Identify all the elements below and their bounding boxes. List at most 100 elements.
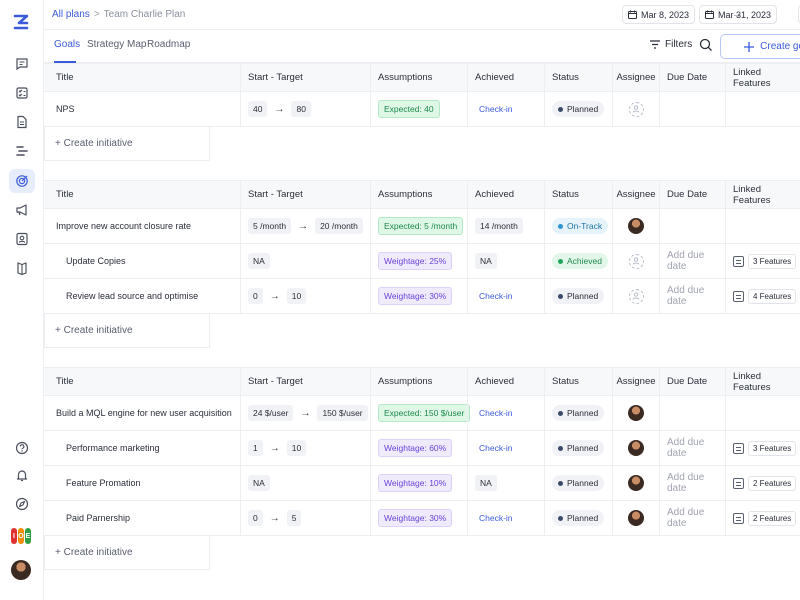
linked-features-cell[interactable]: 2 Features <box>725 501 800 535</box>
due-date-cell[interactable]: Add due date <box>659 279 725 313</box>
features-count[interactable]: 3 Features <box>748 440 797 456</box>
linked-features-cell[interactable] <box>725 209 800 243</box>
sidebar-item-messages[interactable] <box>9 52 35 76</box>
due-date-cell[interactable]: Add due date <box>659 431 725 465</box>
assumptions-cell[interactable]: Weightage: 25% <box>370 244 467 278</box>
status-badge[interactable]: Achieved <box>552 253 608 269</box>
linked-features[interactable]: 2 Features <box>733 510 797 526</box>
row-title-cell[interactable]: Improve new account closure rate <box>44 209 240 243</box>
start-target-cell[interactable]: 0 → 10 <box>240 279 370 313</box>
start-target-cell[interactable]: 40 → 80 <box>240 92 370 126</box>
assumptions-cell[interactable]: Expected: 5 /month <box>370 209 467 243</box>
due-date-cell[interactable] <box>659 396 725 430</box>
linked-features-cell[interactable]: 4 Features <box>725 279 800 313</box>
row-title-cell[interactable]: Review lead source and optimise <box>44 279 240 313</box>
assignee-cell[interactable] <box>612 501 659 535</box>
start-value[interactable]: 24 $/user <box>248 405 294 421</box>
assumptions-cell[interactable]: Weightage: 10% <box>370 466 467 500</box>
sidebar-item-notifications[interactable] <box>9 463 35 487</box>
create-initiative-button[interactable]: + Create initiative <box>44 313 210 348</box>
target-value[interactable]: 20 /month <box>315 218 363 234</box>
achieved-value[interactable]: NA <box>475 475 497 491</box>
assignee-cell[interactable] <box>612 92 659 126</box>
filters-button[interactable]: Filters <box>650 39 692 50</box>
add-assignee-icon[interactable] <box>628 253 644 269</box>
row-title-cell[interactable]: NPS <box>44 92 240 126</box>
target-value[interactable]: 5 <box>286 510 302 526</box>
start-target-cell[interactable]: 1 → 10 <box>240 431 370 465</box>
add-due-date[interactable]: Add due date <box>667 250 705 272</box>
user-avatar[interactable] <box>11 560 31 580</box>
status-cell[interactable]: Planned <box>544 501 612 535</box>
due-date-cell[interactable] <box>659 209 725 243</box>
assignee-avatar[interactable] <box>628 475 644 491</box>
goal-row[interactable]: NPS 40 → 80 Expected: 40 Check-in Planned <box>44 92 800 127</box>
create-goal-button[interactable]: Create goal <box>720 34 800 59</box>
status-badge[interactable]: Planned <box>552 101 605 117</box>
assignee-cell[interactable] <box>612 396 659 430</box>
status-cell[interactable]: On-Track <box>544 209 612 243</box>
add-due-date[interactable]: Add due date <box>667 437 705 459</box>
sidebar-item-help[interactable] <box>9 436 35 460</box>
add-due-date[interactable]: Add due date <box>667 285 705 307</box>
row-title-cell[interactable]: Performance marketing <box>44 431 240 465</box>
achieved-cell[interactable]: Check-in <box>467 279 544 313</box>
tab-roadmap[interactable]: Roadmap <box>147 39 191 50</box>
linked-features-cell[interactable] <box>725 396 800 430</box>
linked-features[interactable]: 2 Features <box>733 475 797 491</box>
initiative-row[interactable]: Review lead source and optimise 0 → 10 Weigh… <box>44 279 800 314</box>
check-in-link[interactable]: Check-in <box>479 291 513 301</box>
assignee-cell[interactable] <box>612 209 659 243</box>
check-in-link[interactable]: Check-in <box>479 443 513 453</box>
sidebar-item-people[interactable] <box>9 227 35 251</box>
target-value[interactable]: 150 $/user <box>317 405 368 421</box>
linked-features-cell[interactable]: 2 Features <box>725 466 800 500</box>
sidebar-item-documents[interactable] <box>9 110 35 134</box>
target-value[interactable]: 80 <box>291 101 311 117</box>
weightage-badge[interactable]: Weightage: 60% <box>378 439 453 457</box>
start-value[interactable]: 0 <box>248 510 263 526</box>
create-initiative-button[interactable]: + Create initiative <box>44 535 210 570</box>
start-target-cell[interactable]: 5 /month → 20 /month <box>240 209 370 243</box>
row-title-cell[interactable]: Paid Parnership <box>44 501 240 535</box>
expected-badge[interactable]: Expected: 150 $/user <box>378 404 471 422</box>
due-date-cell[interactable]: Add due date <box>659 466 725 500</box>
add-due-date[interactable]: Add due date <box>667 507 705 529</box>
due-date-cell[interactable] <box>659 92 725 126</box>
status-cell[interactable]: Planned <box>544 466 612 500</box>
end-date-picker[interactable]: Mar 31, 2023 <box>699 5 778 24</box>
start-value[interactable]: NA <box>248 253 270 269</box>
status-cell[interactable]: Planned <box>544 396 612 430</box>
assignee-cell[interactable] <box>612 431 659 465</box>
sidebar-item-checklist[interactable] <box>9 81 35 105</box>
start-target-cell[interactable]: NA <box>240 466 370 500</box>
linked-features[interactable]: 3 Features <box>733 253 797 269</box>
start-value[interactable]: NA <box>248 475 270 491</box>
check-in-link[interactable]: Check-in <box>479 513 513 523</box>
assumptions-cell[interactable]: Weightage: 30% <box>370 279 467 313</box>
status-cell[interactable]: Planned <box>544 92 612 126</box>
assignee-cell[interactable] <box>612 279 659 313</box>
status-cell[interactable]: Achieved <box>544 244 612 278</box>
start-value[interactable]: 5 /month <box>248 218 292 234</box>
add-assignee-icon[interactable] <box>628 101 644 117</box>
sidebar-item-library[interactable] <box>9 256 35 280</box>
start-date-picker[interactable]: Mar 8, 2023 <box>622 5 696 24</box>
status-cell[interactable]: Planned <box>544 279 612 313</box>
app-logo-icon[interactable] <box>11 12 31 32</box>
assumptions-cell[interactable]: Expected: 150 $/user <box>370 396 471 430</box>
tab-goals[interactable]: Goals <box>54 39 81 50</box>
assignee-avatar[interactable] <box>628 510 644 526</box>
assignee-avatar[interactable] <box>628 440 644 456</box>
achieved-cell[interactable]: NA <box>467 244 544 278</box>
check-in-link[interactable]: Check-in <box>479 408 513 418</box>
achieved-cell[interactable]: Check-in <box>467 431 544 465</box>
initiative-row[interactable]: Feature Promation NA Weightage: 10% NA Plann… <box>44 466 800 501</box>
assumptions-cell[interactable]: Expected: 40 <box>370 92 467 126</box>
achieved-cell[interactable]: NA <box>467 466 544 500</box>
assignee-avatar[interactable] <box>628 218 644 234</box>
target-value[interactable]: 10 <box>286 440 307 456</box>
sidebar-item-goals[interactable] <box>9 169 35 193</box>
goal-row[interactable]: Build a MQL engine for new user acquisit… <box>44 396 800 431</box>
achieved-cell[interactable]: Check-in <box>467 92 544 126</box>
